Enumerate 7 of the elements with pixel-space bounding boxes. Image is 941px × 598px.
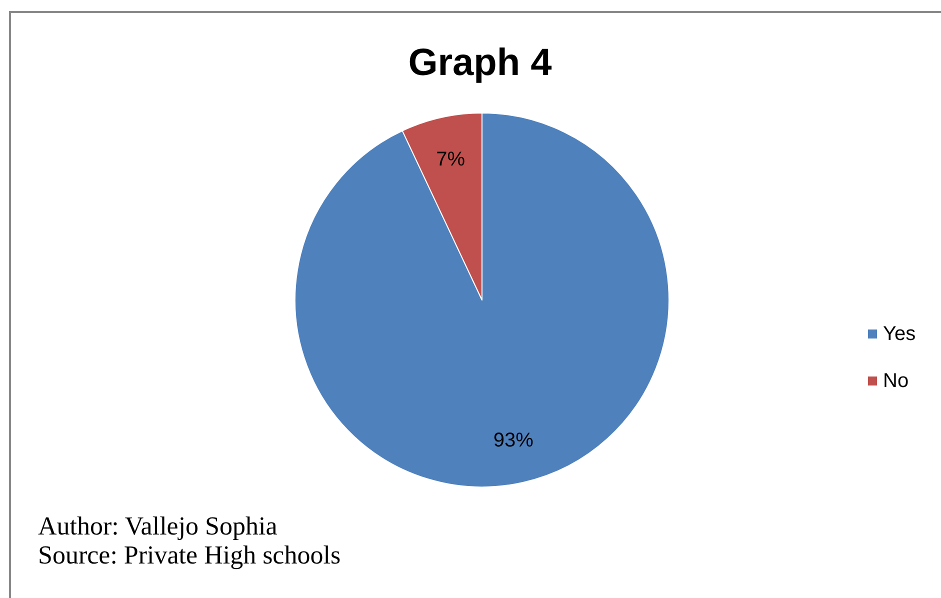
legend-label: No	[883, 370, 909, 392]
source-note: Source: Private High schools	[38, 540, 341, 570]
data-label: 93%	[493, 430, 534, 452]
legend-label: Yes	[883, 323, 916, 345]
text: Author: Vallejo Sophia	[38, 512, 278, 540]
data-label: 7%	[436, 148, 466, 170]
chart-title: Graph 4	[408, 42, 552, 84]
